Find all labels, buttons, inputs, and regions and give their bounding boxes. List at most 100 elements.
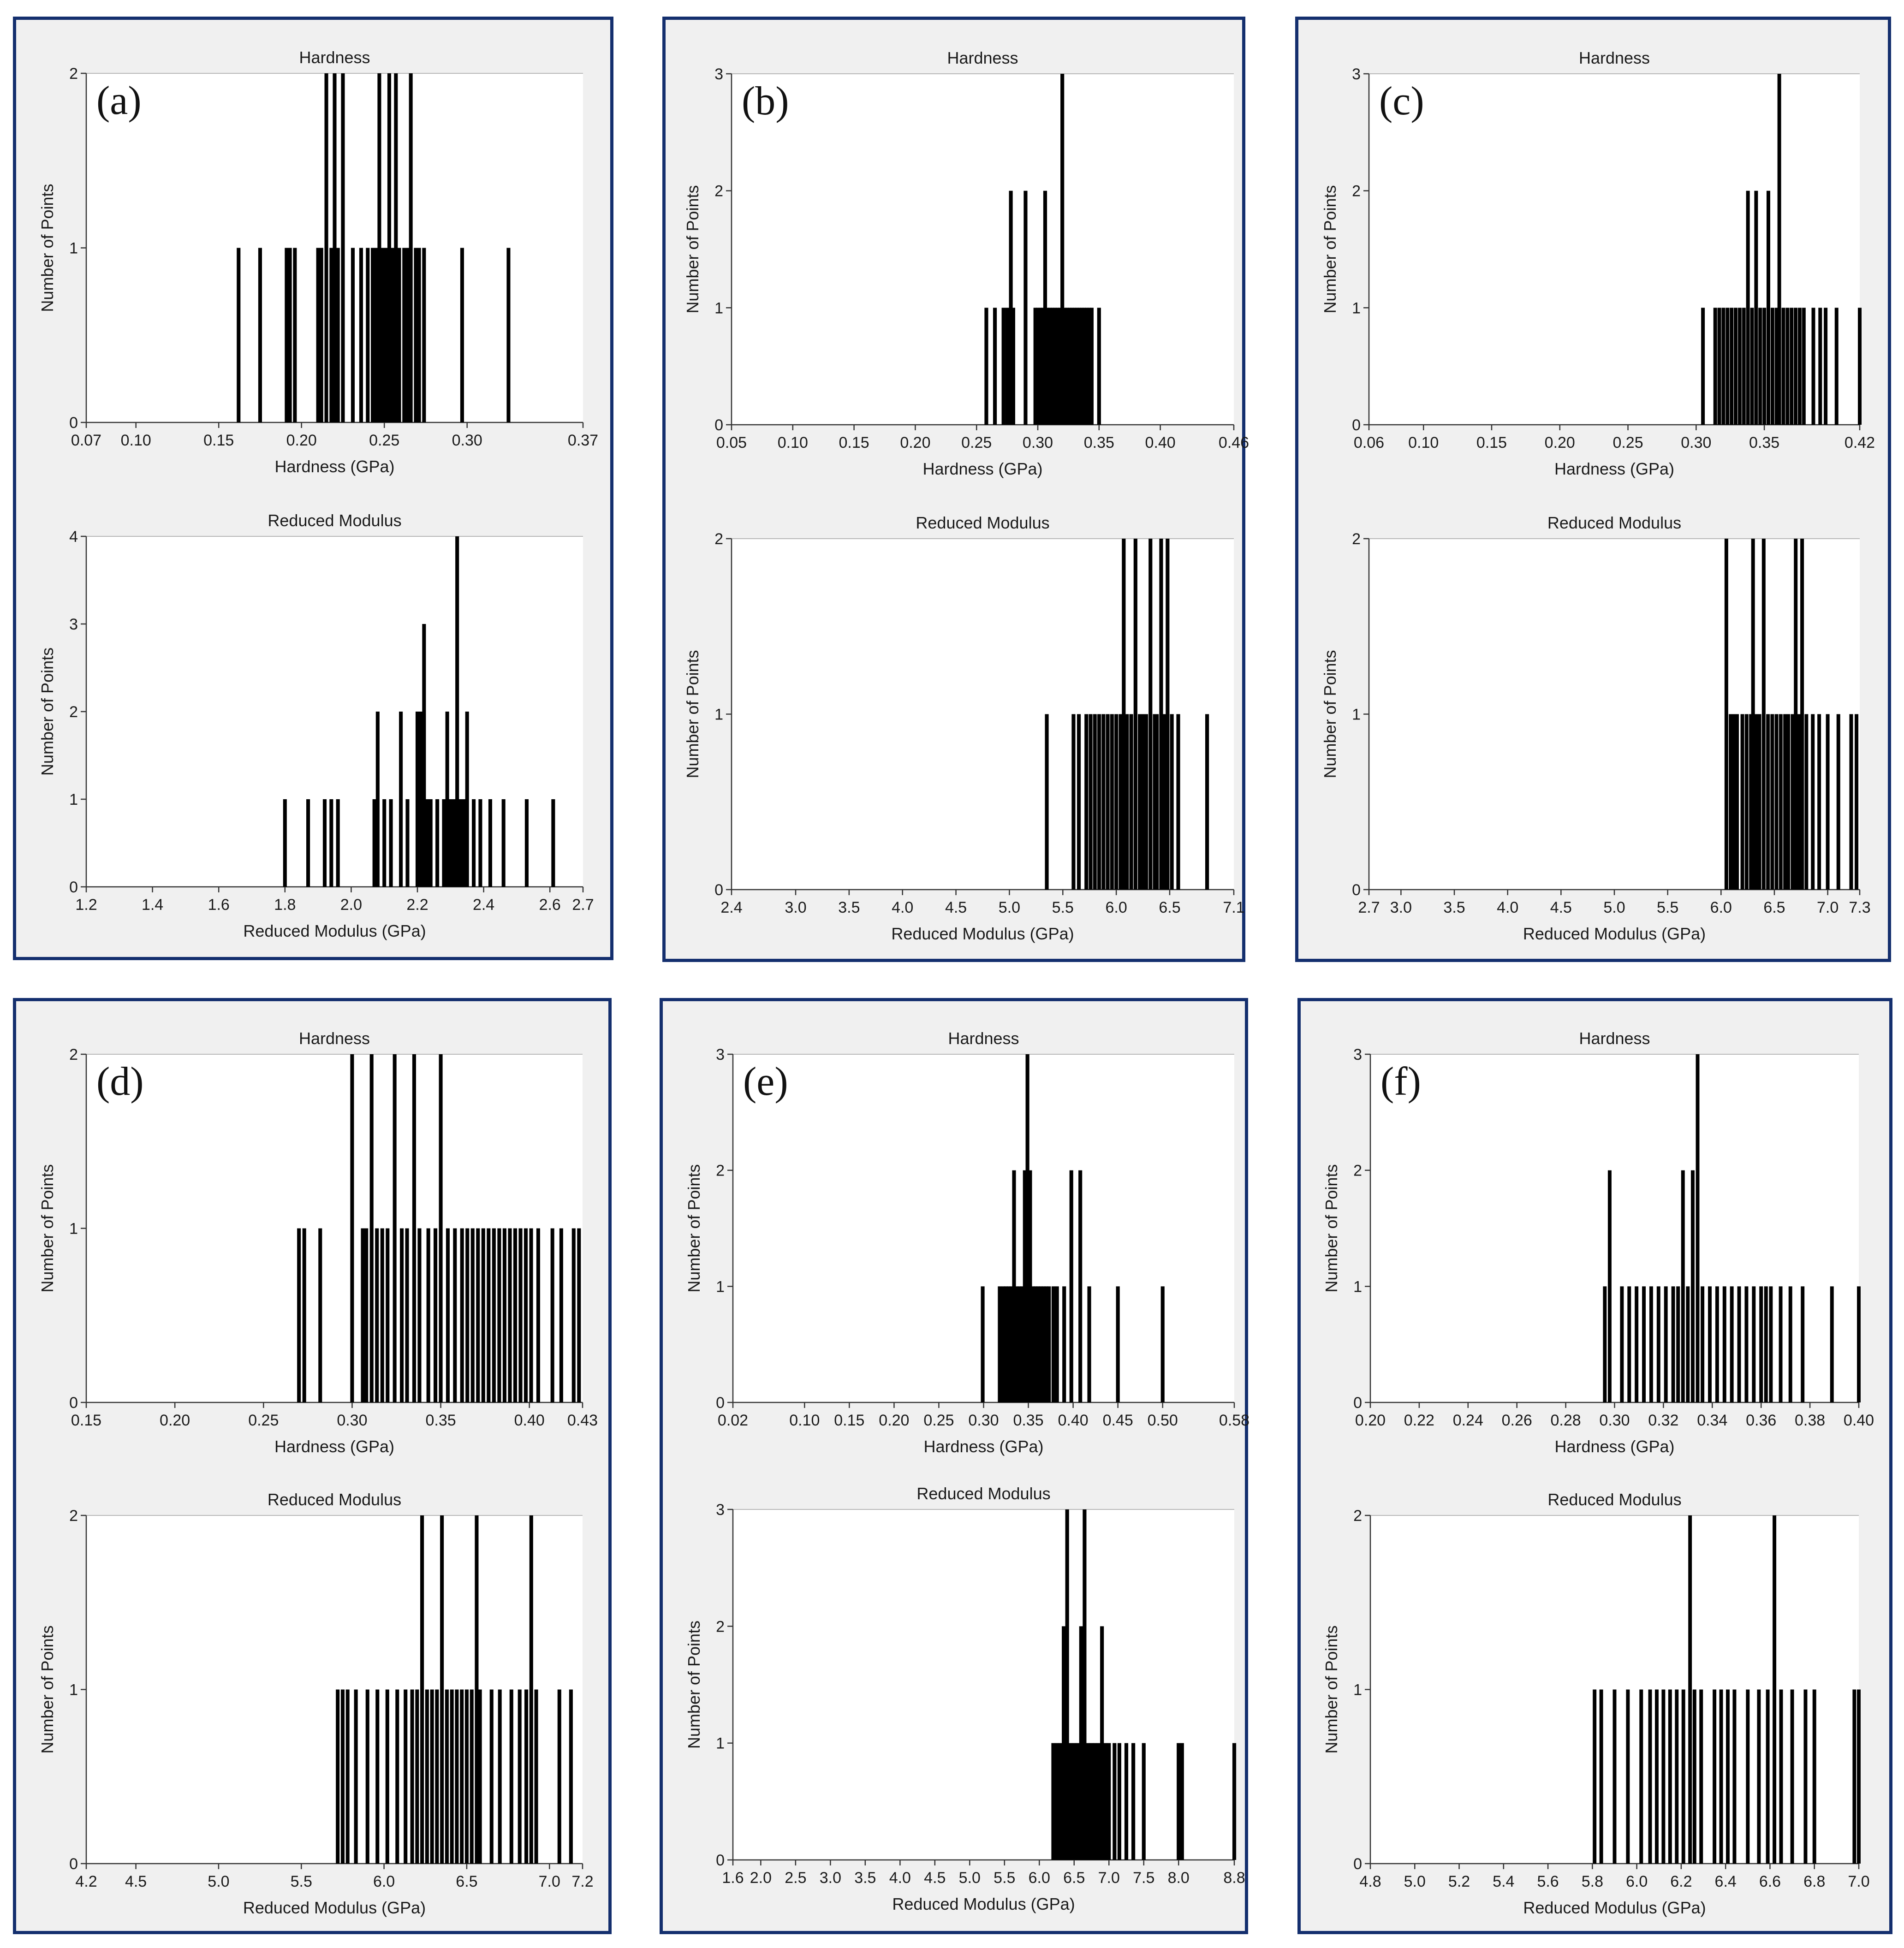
bar-b-hardness	[1075, 308, 1079, 425]
bar-d-hardness	[318, 1228, 322, 1402]
bar-d-hardness	[369, 1054, 374, 1402]
bar-c-modulus	[1817, 714, 1821, 890]
y-tick-label-b-modulus: 2	[714, 530, 723, 548]
x-axis-label-d-hardness: Hardness (GPa)	[274, 1437, 394, 1456]
y-tick-label-a-modulus: 1	[69, 791, 78, 808]
bar-e-modulus	[1072, 1743, 1076, 1860]
chart-title-b-modulus: Reduced Modulus	[916, 513, 1049, 532]
bar-b-hardness	[1053, 308, 1057, 425]
chart-f-modulus: Reduced Modulus 0 1 2 4.8 5.0 5.2 5.4 5.6 5.8 6.0 6…	[1322, 1490, 1870, 1917]
x-tick-label-c-hardness: 0.25	[1612, 434, 1643, 451]
bar-f-hardness	[1857, 1286, 1861, 1402]
bar-e-modulus	[1096, 1743, 1101, 1860]
bar-d-hardness	[502, 1228, 506, 1402]
bar-d-modulus	[435, 1689, 439, 1864]
bar-f-modulus	[1599, 1689, 1603, 1864]
y-tick-label-f-modulus: 0	[1353, 1855, 1362, 1873]
bar-b-modulus	[1093, 714, 1097, 890]
bar-b-modulus	[1144, 714, 1148, 890]
bar-c-hardness	[1777, 74, 1781, 425]
bar-e-modulus	[1113, 1743, 1117, 1860]
x-tick-label-b-hardness: 0.25	[961, 434, 992, 451]
bar-c-modulus	[1724, 539, 1728, 890]
bar-c-modulus	[1729, 714, 1733, 890]
y-tick-label-f-modulus: 1	[1353, 1681, 1362, 1699]
x-tick-label-c-modulus: 7.0	[1817, 899, 1839, 916]
x-tick-label-f-modulus: 5.2	[1448, 1873, 1470, 1890]
x-tick-label-c-modulus: 2.7	[1358, 899, 1380, 916]
bar-a-modulus	[501, 799, 506, 887]
bar-c-modulus	[1757, 714, 1761, 890]
bar-e-modulus	[1065, 1509, 1069, 1860]
chart-title-a-hardness: Hardness	[299, 48, 370, 67]
x-tick-label-e-modulus: 3.5	[854, 1869, 876, 1887]
bar-d-hardness	[571, 1228, 576, 1402]
x-tick-label-e-hardness: 0.35	[1013, 1412, 1043, 1429]
bar-a-modulus	[405, 799, 410, 887]
bar-e-hardness	[1031, 1286, 1035, 1402]
x-tick-label-b-modulus: 7.1	[1223, 899, 1244, 916]
bar-b-hardness	[993, 308, 997, 425]
x-tick-label-f-hardness: 0.20	[1355, 1412, 1386, 1429]
bar-f-modulus	[1639, 1689, 1643, 1864]
bar-a-modulus	[419, 712, 423, 887]
bar-c-hardness	[1774, 308, 1779, 425]
bar-c-modulus	[1797, 714, 1801, 890]
bar-b-hardness	[1063, 308, 1067, 425]
bar-d-hardness	[550, 1228, 554, 1402]
bar-d-modulus	[460, 1689, 464, 1864]
plot-area-f-hardness	[1370, 1054, 1859, 1402]
y-tick-label-e-modulus: 1	[716, 1735, 725, 1752]
x-tick-label-a-modulus: 2.0	[340, 896, 362, 914]
x-tick-label-c-modulus: 6.0	[1710, 899, 1732, 916]
bar-a-modulus	[428, 799, 433, 887]
y-tick-label-d-hardness: 0	[69, 1394, 78, 1412]
bar-b-hardness	[1011, 308, 1015, 425]
panel-label-e: (e)	[743, 1059, 788, 1104]
bar-e-hardness	[1044, 1286, 1048, 1402]
x-tick-label-e-modulus: 4.0	[889, 1869, 911, 1887]
bar-e-hardness	[1047, 1286, 1051, 1402]
bar-a-hardness	[329, 248, 333, 422]
bar-a-modulus	[389, 799, 393, 887]
bar-e-hardness	[1041, 1286, 1046, 1402]
chart-title-f-modulus: Reduced Modulus	[1547, 1490, 1681, 1509]
bar-a-modulus	[445, 712, 449, 887]
bar-d-modulus	[455, 1689, 459, 1864]
x-tick-label-a-modulus: 1.2	[75, 896, 97, 914]
y-tick-label-c-hardness: 0	[1352, 416, 1361, 434]
x-axis-label-c-modulus: Reduced Modulus (GPa)	[1523, 924, 1706, 943]
x-tick-label-e-modulus: 1.6	[722, 1869, 744, 1887]
x-tick-label-a-modulus: 2.7	[572, 896, 594, 914]
x-tick-label-f-hardness: 0.40	[1844, 1412, 1874, 1429]
bar-d-hardness	[393, 1054, 397, 1402]
bar-f-modulus	[1699, 1689, 1703, 1864]
x-tick-label-b-hardness: 0.35	[1084, 434, 1114, 451]
bar-b-modulus	[1153, 714, 1157, 890]
bar-f-modulus	[1852, 1689, 1856, 1864]
bar-a-hardness	[460, 248, 464, 422]
bar-c-modulus	[1761, 539, 1766, 890]
bar-b-hardness	[1005, 308, 1009, 425]
bar-c-modulus	[1783, 714, 1787, 890]
bar-e-hardness	[1012, 1170, 1016, 1402]
bar-a-hardness	[359, 248, 363, 422]
bar-f-hardness	[1722, 1286, 1726, 1402]
bar-d-hardness	[380, 1228, 384, 1402]
x-tick-label-a-hardness: 0.30	[452, 432, 482, 449]
bar-f-hardness	[1671, 1286, 1675, 1402]
bar-c-modulus	[1836, 714, 1840, 890]
bar-e-hardness	[1017, 1286, 1022, 1402]
bar-d-hardness	[439, 1054, 443, 1402]
x-tick-label-f-modulus: 6.0	[1626, 1873, 1648, 1890]
x-tick-label-f-hardness: 0.38	[1795, 1412, 1825, 1429]
bar-f-hardness	[1701, 1286, 1705, 1402]
bar-e-hardness	[1036, 1286, 1040, 1402]
panel-b: Hardness 0 1 2 3 0.05 0.10 0.15 0.20 0.25 0.30 0.35…	[662, 17, 1249, 962]
bar-f-modulus	[1766, 1689, 1770, 1864]
x-tick-label-a-hardness: 0.37	[568, 432, 598, 449]
bar-b-modulus	[1106, 714, 1110, 890]
y-tick-label-b-hardness: 2	[714, 183, 723, 200]
bar-f-hardness	[1801, 1286, 1805, 1402]
chart-a-modulus: Reduced Modulus 0 1 2 3 4 1.2 1.4 1.6 1.8 2.0 2.2 2.…	[38, 511, 594, 940]
